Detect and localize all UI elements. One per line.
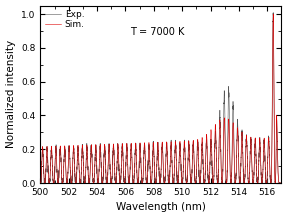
Exp. bbox=[126, 174, 130, 177]
Exp. bbox=[39, 182, 42, 184]
Y-axis label: Normalized intensity: Normalized intensity bbox=[5, 40, 15, 148]
Exp. bbox=[212, 182, 215, 184]
Exp. bbox=[151, 162, 154, 165]
Sim. bbox=[39, 182, 42, 184]
Sim. bbox=[237, 169, 241, 172]
Exp. bbox=[246, 165, 249, 168]
Legend: Exp., Sim.: Exp., Sim. bbox=[43, 8, 86, 31]
Text: T = 7000 K: T = 7000 K bbox=[129, 27, 184, 37]
Exp. bbox=[280, 182, 283, 184]
Sim. bbox=[126, 173, 130, 175]
Sim. bbox=[142, 166, 145, 169]
Line: Sim.: Sim. bbox=[40, 14, 282, 183]
Line: Exp.: Exp. bbox=[40, 13, 282, 183]
Exp. bbox=[142, 171, 145, 173]
Sim. bbox=[212, 182, 215, 184]
Sim. bbox=[151, 155, 154, 157]
Sim. bbox=[280, 182, 283, 184]
Sim. bbox=[246, 164, 249, 166]
Sim. bbox=[272, 13, 275, 15]
X-axis label: Wavelength (nm): Wavelength (nm) bbox=[116, 203, 206, 213]
Exp. bbox=[272, 12, 275, 14]
Exp. bbox=[237, 168, 241, 170]
